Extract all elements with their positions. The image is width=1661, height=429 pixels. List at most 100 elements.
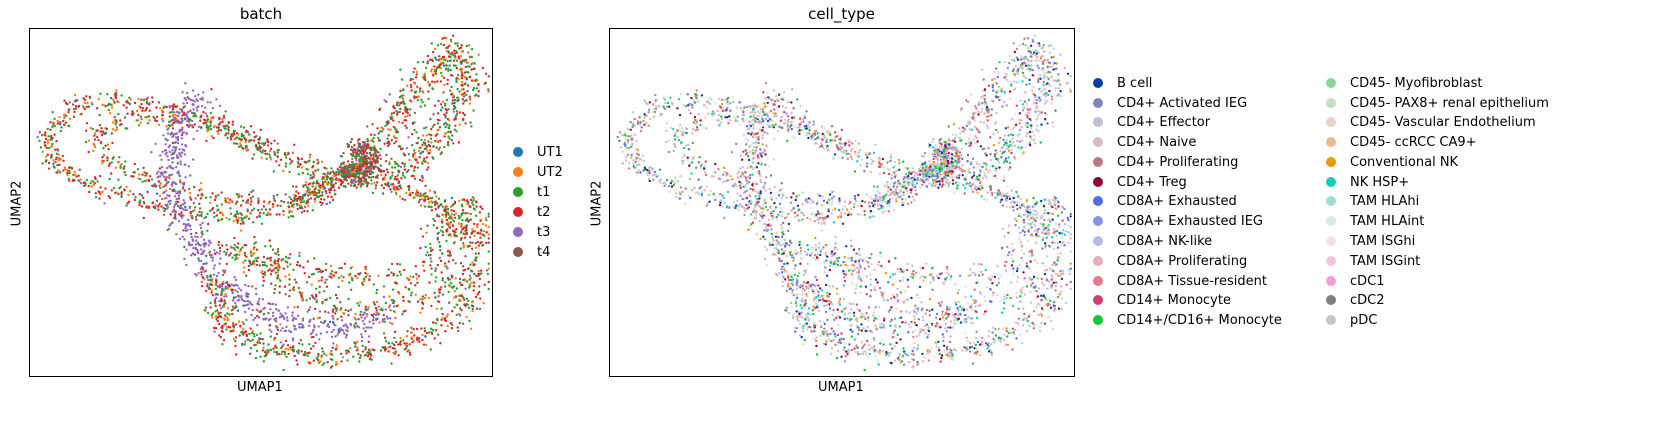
scatter-point: [328, 275, 331, 278]
scatter-point: [857, 204, 860, 207]
scatter-point: [638, 116, 641, 119]
scatter-point: [221, 217, 224, 221]
scatter-point: [349, 153, 353, 156]
scatter-point: [39, 146, 43, 149]
scatter-point: [117, 161, 120, 164]
scatter-point: [791, 116, 794, 119]
scatter-point: [66, 103, 69, 106]
scatter-point: [458, 298, 461, 301]
scatter-point: [424, 296, 427, 300]
scatter-point: [116, 128, 119, 131]
scatter-point: [242, 147, 245, 150]
scatter-point: [676, 107, 679, 110]
scatter-point: [412, 153, 415, 156]
scatter-point: [175, 202, 178, 205]
scatter-point: [456, 74, 460, 77]
scatter-point: [84, 140, 88, 144]
scatter-point: [425, 254, 428, 257]
scatter-point: [628, 167, 631, 170]
scatter-point: [273, 350, 276, 354]
scatter-point: [317, 354, 320, 357]
scatter-point: [217, 243, 220, 247]
scatter-point: [258, 145, 261, 148]
scatter-point: [452, 209, 456, 213]
scatter-point: [108, 196, 112, 200]
scatter-point: [333, 172, 336, 175]
scatter-point: [204, 106, 207, 110]
scatter-point: [422, 91, 425, 94]
scatter-point: [382, 295, 386, 299]
scatter-point: [430, 68, 434, 71]
scatter-point: [213, 264, 216, 267]
scatter-point: [100, 127, 103, 130]
scatter-point: [435, 58, 438, 61]
scatter-point: [466, 89, 469, 93]
scatter-point: [627, 147, 631, 150]
scatter-point: [692, 98, 695, 101]
scatter-point: [453, 290, 456, 293]
scatter-point: [719, 201, 722, 204]
scatter-point: [217, 240, 221, 244]
scatter-point: [405, 170, 409, 174]
batch-legend-item: t2: [513, 203, 550, 221]
scatter-point: [301, 319, 305, 322]
scatter-point: [463, 298, 466, 301]
scatter-point: [162, 175, 165, 178]
scatter-point: [424, 245, 427, 249]
scatter-point: [214, 315, 218, 318]
scatter-point: [372, 316, 375, 319]
scatter-point: [171, 221, 174, 224]
scatter-point: [723, 216, 726, 220]
scatter-point: [225, 251, 228, 254]
scatter-point: [393, 336, 396, 340]
scatter-point: [53, 117, 56, 121]
scatter-point: [294, 194, 298, 198]
scatter-point: [377, 139, 381, 142]
scatter-point: [387, 350, 390, 353]
scatter-point: [173, 132, 177, 136]
scatter-point: [654, 100, 657, 103]
scatter-point: [228, 313, 231, 316]
scatter-point: [227, 132, 230, 135]
scatter-point: [347, 167, 350, 170]
scatter-point: [372, 322, 375, 325]
scatter-point: [863, 213, 866, 216]
scatter-point: [417, 200, 421, 204]
scatter-point: [902, 194, 905, 197]
scatter-point: [487, 215, 490, 218]
scatter-point: [460, 225, 463, 228]
scatter-point: [314, 307, 317, 311]
scatter-point: [461, 74, 464, 77]
scatter-point: [316, 168, 320, 171]
scatter-point: [938, 183, 941, 186]
scatter-point: [158, 184, 161, 187]
scatter-point: [200, 213, 203, 217]
scatter-point: [364, 271, 367, 275]
scatter-point: [152, 205, 155, 208]
scatter-point: [301, 324, 305, 327]
scatter-point: [234, 304, 238, 307]
scatter-point: [367, 335, 371, 338]
scatter-point: [168, 173, 171, 177]
scatter-point: [349, 164, 352, 167]
scatter-point: [55, 156, 58, 159]
scatter-point: [239, 324, 242, 328]
scatter-point: [335, 344, 338, 347]
scatter-point: [251, 330, 254, 333]
scatter-point: [321, 276, 324, 279]
scatter-point: [205, 139, 208, 143]
scatter-point: [418, 178, 422, 182]
scatter-point: [364, 330, 367, 333]
scatter-point: [261, 270, 264, 273]
scatter-point: [286, 261, 289, 264]
scatter-point: [419, 194, 422, 198]
scatter-point: [625, 159, 628, 162]
scatter-point: [200, 188, 203, 191]
scatter-point: [393, 177, 397, 181]
scatter-point: [185, 101, 189, 105]
scatter-point: [473, 263, 476, 266]
scatter-point: [155, 192, 159, 195]
scatter-point: [453, 213, 456, 217]
scatter-point: [442, 43, 446, 47]
scatter-point: [315, 194, 318, 197]
